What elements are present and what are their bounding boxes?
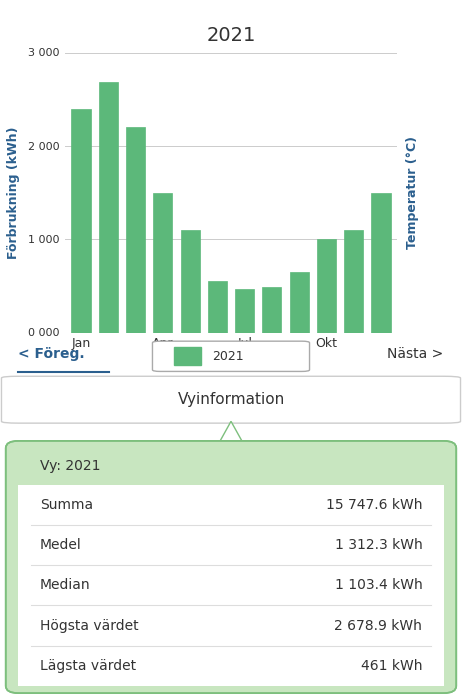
Bar [290, 272, 309, 332]
FancyBboxPatch shape [152, 341, 310, 372]
Text: 1 312.3 kWh: 1 312.3 kWh [334, 538, 422, 552]
Text: 461 kWh: 461 kWh [361, 659, 422, 673]
Bar [18, 484, 444, 686]
Bar [235, 290, 254, 332]
FancyBboxPatch shape [1, 377, 461, 423]
Text: 2021: 2021 [212, 350, 244, 363]
Text: 2 678.9 kWh: 2 678.9 kWh [334, 619, 422, 633]
Bar [262, 287, 281, 332]
Bar [99, 83, 118, 332]
Y-axis label: Temperatur (°C): Temperatur (°C) [406, 136, 419, 249]
Text: Högsta värdet: Högsta värdet [40, 619, 138, 633]
Bar [371, 193, 390, 332]
Y-axis label: Förbrukning (kWh): Förbrukning (kWh) [7, 126, 20, 259]
Text: Medel: Medel [40, 538, 81, 552]
Text: Median: Median [40, 578, 91, 592]
Text: Lägsta värdet: Lägsta värdet [40, 659, 136, 673]
Text: Summa: Summa [40, 498, 93, 512]
Polygon shape [218, 421, 244, 445]
Text: 1 103.4 kWh: 1 103.4 kWh [334, 578, 422, 592]
Bar [317, 239, 336, 332]
Bar [344, 230, 363, 332]
Text: Vy: 2021: Vy: 2021 [40, 459, 100, 473]
Bar [72, 108, 91, 332]
Bar [208, 281, 227, 332]
Title: 2021: 2021 [207, 27, 255, 46]
Text: 15 747.6 kWh: 15 747.6 kWh [326, 498, 422, 512]
Text: < Föreg.: < Föreg. [18, 347, 85, 361]
FancyBboxPatch shape [6, 441, 456, 693]
Bar [181, 230, 200, 332]
Text: Nästa >: Nästa > [387, 347, 444, 361]
Bar [153, 193, 172, 332]
Text: Vyinformation: Vyinformation [177, 392, 285, 407]
Bar [175, 347, 201, 365]
Bar [126, 127, 145, 332]
